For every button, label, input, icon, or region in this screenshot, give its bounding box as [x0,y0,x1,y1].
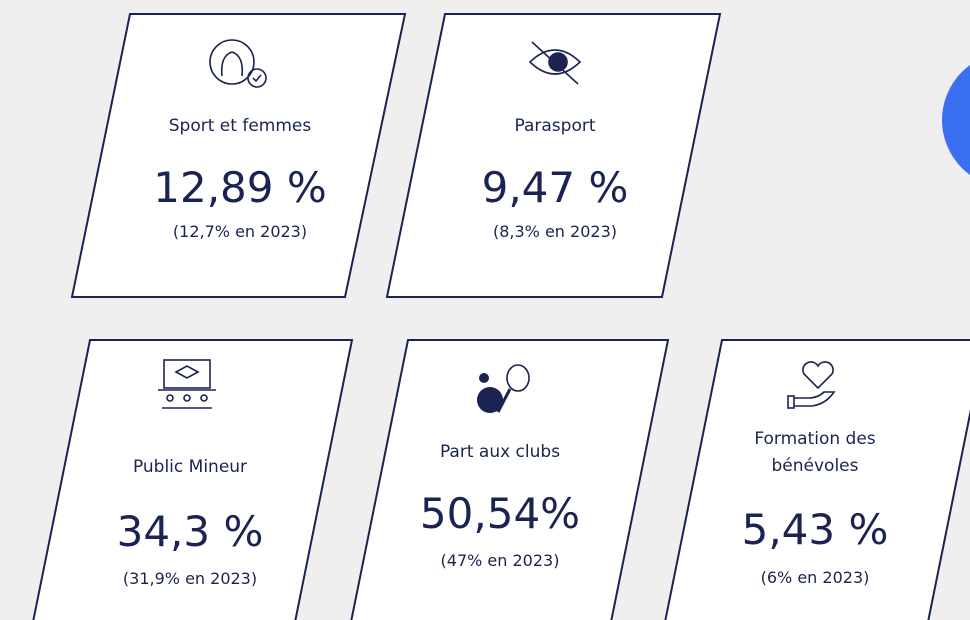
card [385,13,722,298]
card-title: Parasport [514,116,595,136]
card [350,339,670,620]
card-title: Part aux clubs [440,442,560,462]
card-note: (31,9% en 2023) [123,569,257,588]
card [70,13,407,298]
card-note: (8,3% en 2023) [493,222,617,241]
icon-heart-hand [787,361,836,409]
card-value: 34,3 % [117,507,264,556]
card-value: 50,54% [420,489,580,538]
card-title: bénévoles [772,456,859,476]
card-value: 12,89 % [153,163,327,212]
card-note: (47% en 2023) [441,551,560,570]
card-note: (12,7% en 2023) [173,222,307,241]
card-note: (6% en 2023) [761,568,870,587]
decor-circle [942,65,970,175]
icon-women [209,39,267,88]
icon-eye [528,41,582,85]
icon-classroom [158,359,216,409]
card-title: Public Mineur [133,457,247,477]
card-title: Formation des [754,429,875,449]
card-value: 5,43 % [742,505,889,554]
card-value: 9,47 % [482,163,629,212]
card [32,339,354,620]
card [664,339,970,620]
card-title: Sport et femmes [169,116,312,136]
icon-sports [477,364,530,413]
